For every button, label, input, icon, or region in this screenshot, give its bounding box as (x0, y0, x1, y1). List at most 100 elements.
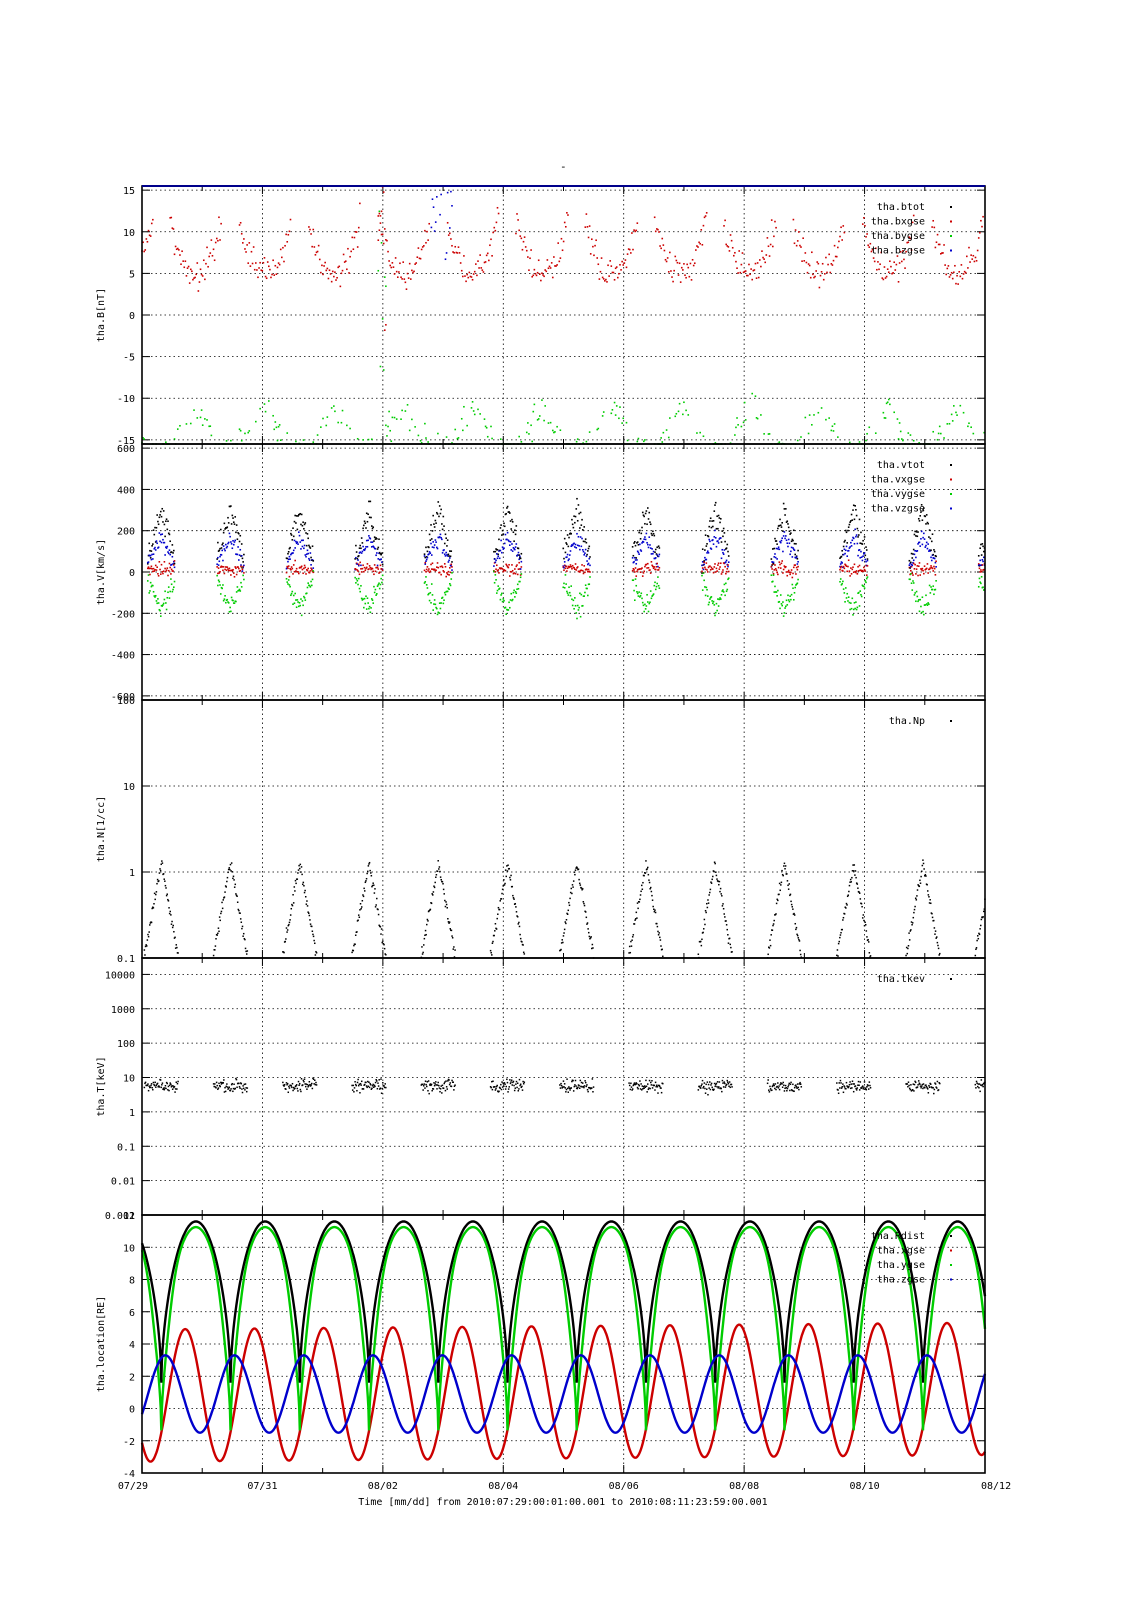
ytick-label: 15 (123, 186, 135, 197)
data-point (777, 899, 779, 902)
data-point (226, 545, 229, 548)
data-point (217, 567, 220, 569)
data-point (976, 939, 978, 942)
data-point (897, 281, 900, 283)
data-point (798, 938, 800, 941)
data-point (373, 546, 375, 549)
data-point (691, 258, 694, 261)
data-point (300, 539, 303, 542)
data-point (981, 225, 983, 228)
data-point (719, 521, 721, 524)
data-point (309, 547, 312, 549)
data-point (927, 522, 929, 525)
data-point (860, 531, 862, 534)
data-point (726, 1079, 728, 1082)
data-point (590, 936, 592, 938)
data-point (501, 1086, 504, 1088)
data-point (658, 1084, 660, 1087)
data-point (305, 903, 308, 905)
data-point (920, 1085, 923, 1087)
data-point (709, 891, 711, 894)
data-point (231, 514, 234, 517)
data-point (165, 546, 167, 548)
data-point (773, 556, 776, 558)
data-point (856, 542, 859, 545)
data-point (219, 528, 222, 531)
data-point (433, 523, 435, 525)
xtick-label: 08/04 (488, 1481, 518, 1492)
data-point (577, 504, 580, 506)
data-point (245, 1090, 248, 1093)
data-point (226, 1083, 228, 1085)
data-point (167, 520, 169, 523)
data-point (576, 1087, 579, 1090)
data-point (564, 921, 567, 923)
data-point (453, 946, 455, 948)
data-point (930, 566, 933, 569)
data-point (711, 1086, 713, 1089)
data-point (629, 1088, 632, 1091)
data-point (497, 906, 500, 909)
data-point (635, 1082, 638, 1084)
data-point (912, 439, 915, 442)
data-point (773, 235, 775, 238)
data-point (156, 542, 158, 545)
data-point (380, 577, 382, 580)
data-point (635, 575, 638, 577)
data-point (640, 884, 643, 887)
data-point (498, 538, 500, 541)
data-point (639, 596, 641, 598)
ytick-label: -600 (111, 692, 135, 703)
data-point (435, 1081, 437, 1083)
data-point (340, 421, 343, 424)
data-point (293, 886, 296, 888)
data-point (714, 501, 717, 504)
data-point (772, 573, 775, 575)
data-point (297, 572, 300, 575)
data-point (363, 570, 365, 573)
data-point (775, 540, 778, 542)
ytick-label: -15 (117, 436, 135, 447)
data-point (162, 873, 165, 875)
data-point (206, 419, 208, 421)
data-point (374, 906, 377, 908)
data-point (904, 267, 906, 269)
data-point (574, 543, 577, 546)
data-point (772, 924, 774, 927)
data-point (661, 237, 664, 240)
data-point (779, 540, 781, 543)
data-point (511, 598, 514, 601)
data-point (218, 560, 221, 563)
data-point (428, 551, 431, 553)
data-point (824, 273, 826, 275)
data-point (450, 578, 453, 580)
data-point (721, 905, 724, 907)
data-point (501, 568, 504, 570)
data-point (169, 217, 171, 219)
data-point (517, 219, 519, 221)
data-point (657, 569, 660, 571)
data-point (358, 573, 361, 576)
data-point (792, 566, 795, 569)
data-point (431, 1089, 433, 1092)
data-point (369, 537, 372, 540)
data-point (451, 442, 453, 444)
data-point (293, 520, 296, 523)
data-point (442, 602, 445, 605)
data-point (449, 232, 451, 235)
data-point (847, 565, 849, 568)
data-point (378, 538, 380, 541)
data-point (612, 271, 615, 274)
data-point (574, 869, 577, 871)
data-point (948, 422, 951, 425)
data-point (167, 569, 170, 572)
data-point (196, 262, 199, 264)
data-point (718, 1086, 720, 1088)
data-point (846, 570, 849, 573)
data-point (585, 555, 588, 558)
data-point (451, 561, 453, 563)
data-point (725, 572, 727, 575)
data-point (243, 553, 245, 556)
data-point (863, 1081, 866, 1083)
data-point (436, 1088, 438, 1090)
